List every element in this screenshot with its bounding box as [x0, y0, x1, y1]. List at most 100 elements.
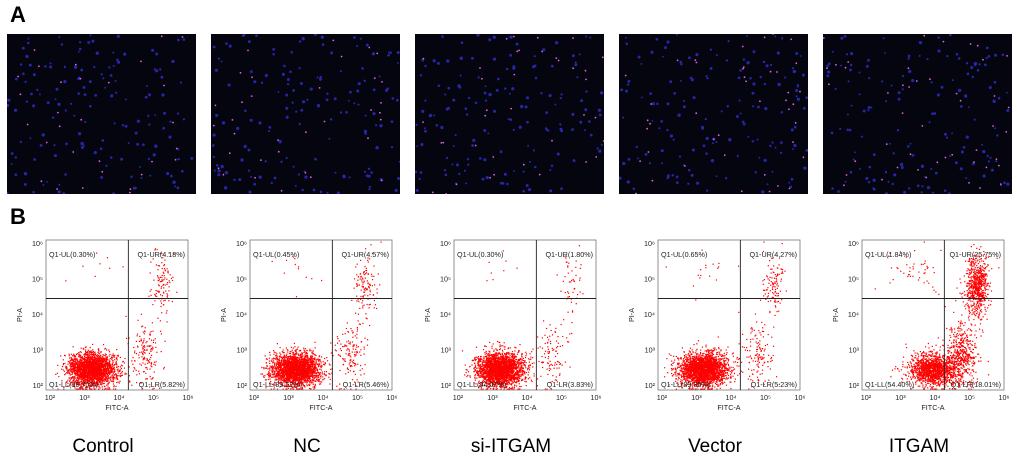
x-tick-label: 10³ — [79, 393, 90, 402]
y-tick-label: 10⁴ — [236, 310, 247, 319]
quadrant-lr-label: Q1-LR(5.23%) — [751, 380, 797, 389]
group-label-control: Control — [72, 436, 134, 457]
y-tick-label: 10⁴ — [644, 310, 655, 319]
plot-frame — [861, 239, 1005, 391]
quadrant-ur-label: Q1-UR(4.57%) — [341, 250, 389, 259]
quadrant-ll-label: Q1-LL(89.85%) — [661, 380, 710, 389]
y-tick-label: 10⁵ — [440, 275, 451, 284]
y-tick-label: 10² — [33, 381, 44, 390]
x-tick-label: 10⁴ — [113, 393, 124, 402]
x-tick-label: 10⁵ — [964, 393, 975, 402]
y-tick-label: 10² — [645, 381, 656, 390]
flow-plot-itgam: Q1-UL(1.84%) Q1-UR(25.75%) Q1-LL(54.40%) Q1… — [831, 239, 1010, 416]
x-tick-label: 10² — [453, 393, 464, 402]
quadrant-lr-label: Q1-LR(3.83%) — [547, 380, 593, 389]
x-tick-label: 10⁵ — [352, 393, 363, 402]
y-tick-label: 10⁴ — [848, 310, 859, 319]
scatter-events — [55, 248, 178, 390]
x-axis-label: FITC-A — [105, 403, 128, 412]
x-tick-label: 10³ — [691, 393, 702, 402]
y-tick-label: 10² — [441, 381, 452, 390]
y-tick-label: 10⁴ — [32, 310, 43, 319]
quadrant-ll-label: Q1-LL(94.07%) — [457, 380, 506, 389]
micrograph-cells — [619, 34, 808, 194]
x-tick-label: 10⁶ — [999, 393, 1010, 402]
y-tick-label: 10⁶ — [440, 239, 451, 248]
y-tick-label: 10² — [849, 381, 860, 390]
micrograph-cells — [415, 34, 604, 194]
y-tick-label: 10² — [237, 381, 248, 390]
x-tick-label: 10² — [861, 393, 872, 402]
plot-frame — [657, 239, 801, 391]
quadrant-ll-label: Q1-LL(89.52%) — [253, 380, 302, 389]
quadrant-ll-label: Q1-LL(54.40%) — [865, 380, 914, 389]
y-tick-label: 10⁵ — [236, 275, 247, 284]
quadrant-ur-label: Q1-UR(4.27%) — [749, 250, 797, 259]
x-tick-label: 10⁵ — [556, 393, 567, 402]
flow-plot-vector: Q1-UL(0.65%) Q1-UR(4.27%) Q1-LL(89.85%) Q1-… — [627, 239, 806, 416]
y-tick-label: 10³ — [849, 346, 860, 355]
micrograph-cells — [212, 34, 400, 194]
flow-plot-control: Q1-UL(0.30%) Q1-UR(4.18%) Q1-LL(89.70%) Q1-… — [15, 239, 194, 416]
scatter-events — [461, 245, 584, 390]
y-axis-label: PI-A — [627, 308, 636, 322]
x-axis-label: FITC-A — [513, 403, 536, 412]
quadrant-ul-label: Q1-UL(1.84%) — [865, 250, 911, 259]
x-tick-label: 10⁶ — [795, 393, 806, 402]
y-axis-label: PI-A — [831, 308, 840, 322]
y-tick-label: 10³ — [645, 346, 656, 355]
y-axis-label: PI-A — [15, 308, 24, 322]
y-axis-label: PI-A — [423, 308, 432, 322]
y-tick-label: 10³ — [237, 346, 248, 355]
y-axis-label: PI-A — [219, 308, 228, 322]
plot-frame — [249, 239, 393, 391]
y-tick-label: 10⁵ — [32, 275, 43, 284]
quadrant-ur-label: Q1-UR(1.80%) — [545, 250, 593, 259]
quadrant-ul-label: Q1-UL(0.65%) — [661, 250, 707, 259]
quadrant-lr-label: Q1-LR(5.82%) — [139, 380, 185, 389]
plot-frame — [45, 239, 189, 391]
x-tick-label: 10⁶ — [591, 393, 602, 402]
group-label-nc: NC — [293, 436, 321, 457]
micrograph-cells — [823, 34, 1010, 194]
quadrant-ul-label: Q1-UL(0.30%) — [49, 250, 95, 259]
quadrant-ll-label: Q1-LL(89.70%) — [49, 380, 98, 389]
y-tick-label: 10⁴ — [440, 310, 451, 319]
x-tick-label: 10⁵ — [760, 393, 771, 402]
x-tick-label: 10⁵ — [148, 393, 159, 402]
x-tick-label: 10² — [657, 393, 668, 402]
y-tick-label: 10⁵ — [848, 275, 859, 284]
micrograph-cells — [7, 34, 194, 194]
micrograph-si-itgam — [415, 34, 604, 194]
scatter-events — [664, 241, 787, 390]
quadrant-ul-label: Q1-UL(0.30%) — [457, 250, 503, 259]
group-label-si-itgam: si-ITGAM — [470, 436, 552, 457]
y-tick-label: 10³ — [441, 346, 452, 355]
x-axis-label: FITC-A — [921, 403, 944, 412]
x-tick-label: 10³ — [487, 393, 498, 402]
quadrant-lr-label: Q1-LR(5.46%) — [343, 380, 389, 389]
scatter-events — [260, 241, 382, 390]
x-tick-label: 10² — [45, 393, 56, 402]
micrograph-nc — [211, 34, 400, 194]
x-tick-label: 10⁴ — [725, 393, 736, 402]
x-tick-label: 10³ — [283, 393, 294, 402]
x-tick-label: 10⁶ — [183, 393, 194, 402]
plot-frame — [453, 239, 597, 391]
micrograph-itgam — [823, 34, 1012, 194]
panel-label-b: B — [10, 204, 26, 229]
flow-plot-nc: Q1-UL(0.45%) Q1-UR(4.57%) Q1-LL(89.52%) Q1-… — [219, 239, 398, 416]
y-tick-label: 10⁶ — [848, 239, 859, 248]
x-axis-label: FITC-A — [309, 403, 332, 412]
x-tick-label: 10⁴ — [929, 393, 940, 402]
micrograph-vector — [619, 34, 808, 194]
y-tick-label: 10⁵ — [644, 275, 655, 284]
y-tick-label: 10⁶ — [32, 239, 43, 248]
x-tick-label: 10² — [249, 393, 260, 402]
x-axis-label: FITC-A — [717, 403, 740, 412]
x-tick-label: 10⁶ — [387, 393, 398, 402]
flow-plot-si-itgam: Q1-UL(0.30%) Q1-UR(1.80%) Q1-LL(94.07%) Q1-… — [423, 239, 602, 416]
group-label-itgam: ITGAM — [888, 436, 950, 457]
x-tick-label: 10³ — [895, 393, 906, 402]
x-tick-label: 10⁴ — [521, 393, 532, 402]
